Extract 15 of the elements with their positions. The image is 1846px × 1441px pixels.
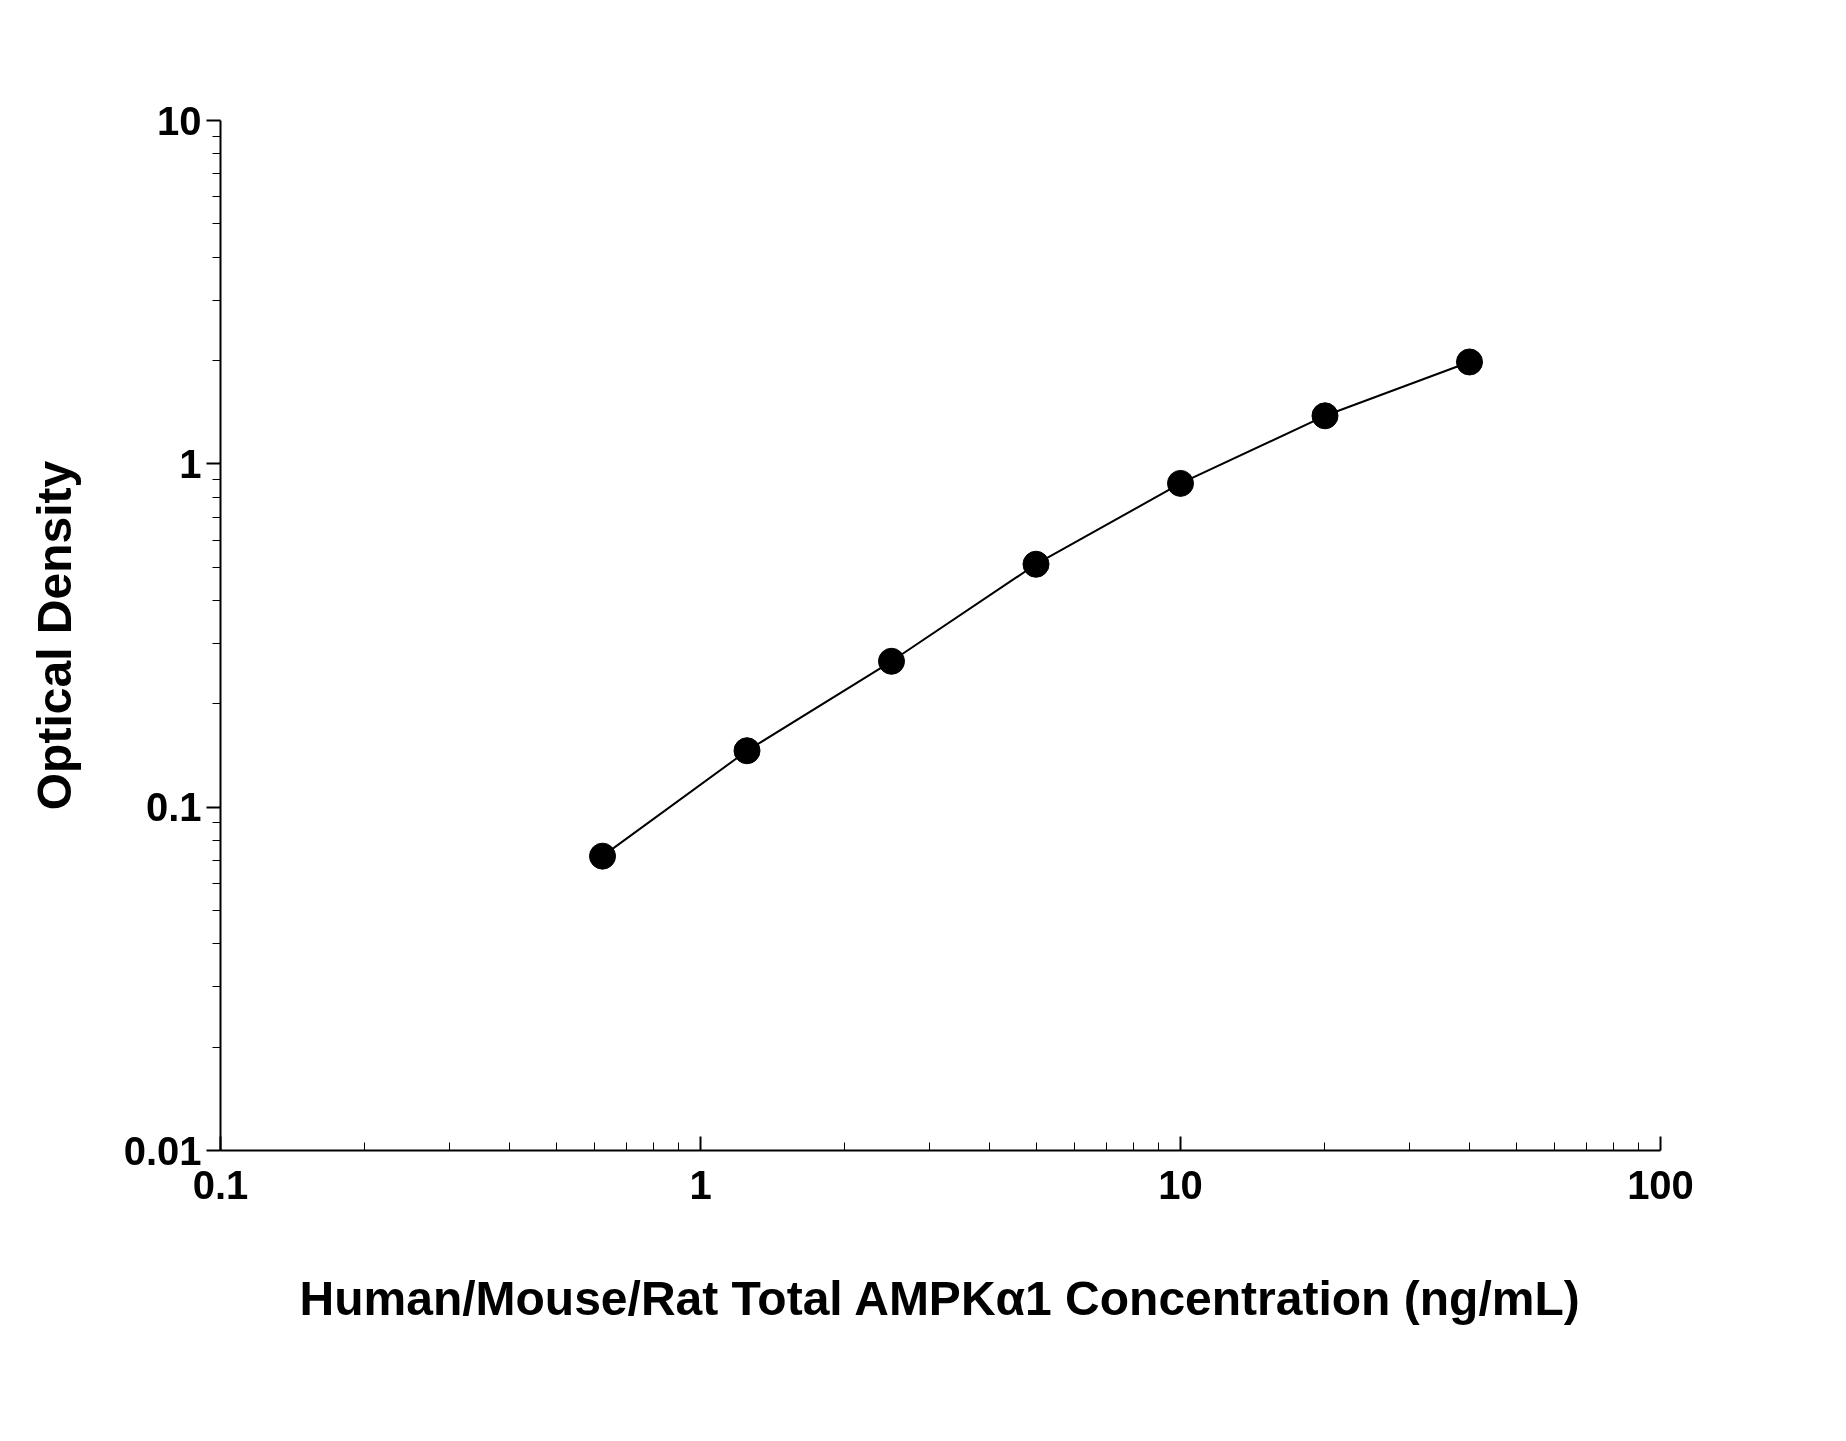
- y-tick-label: 1: [179, 441, 202, 486]
- point: [1022, 550, 1050, 578]
- y-tick-label: 10: [157, 98, 202, 143]
- y-tick-label: 0.1: [145, 785, 202, 830]
- point: [1455, 348, 1483, 376]
- x-tick-label: 1: [689, 1162, 712, 1207]
- y-axis-title: Optical Density: [27, 460, 81, 811]
- x-tick-label: 10: [1158, 1162, 1203, 1207]
- point: [1167, 469, 1194, 497]
- point: [589, 842, 617, 870]
- point: [733, 737, 761, 765]
- x-axis-title: Human/Mouse/Rat Total AMPKα1 Concentration (ng/mL): [299, 1271, 1580, 1325]
- x-tick-label: 100: [1627, 1162, 1694, 1207]
- point: [1311, 402, 1339, 430]
- point: [878, 647, 906, 675]
